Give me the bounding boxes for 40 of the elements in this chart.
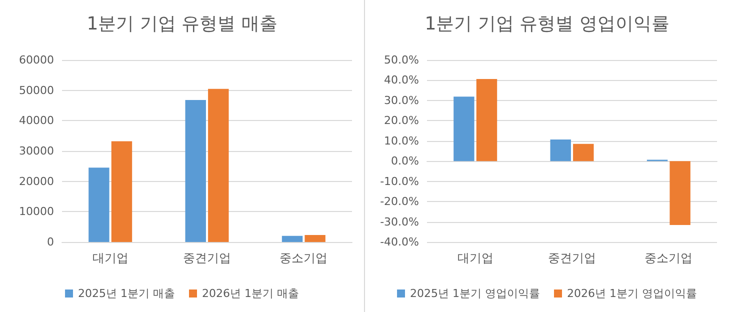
x-tick-label: 대기업 [457,251,494,265]
bar [282,236,303,242]
y-tick-label: 20000 [19,174,54,188]
chart-title: 1분기 기업 유형별 매출 [86,14,278,34]
y-tick-label: 40.0% [384,74,419,87]
bar [476,79,498,162]
bar [88,168,110,242]
bar [304,235,326,242]
bar [185,100,206,242]
x-tick-label: 중소기업 [280,251,328,265]
y-tick-label: 30000 [19,144,54,158]
y-tick-label: -10.0% [380,174,419,188]
bar [208,88,229,242]
y-tick-label: 50.0% [384,54,419,66]
y-tick-label: -20.0% [380,195,419,208]
y-tick-label: 30.0% [384,94,419,107]
x-tick-label: 중견기업 [183,251,231,265]
legend-label: 2025년 1분기 매출 [78,287,176,300]
y-tick-label: 10000 [19,205,54,218]
y-tick-label: 0.0% [391,154,419,168]
bar [670,161,690,226]
x-tick-label: 대기업 [92,251,128,265]
legend-label: 2025년 1분기 영업이익률 [410,287,540,300]
bar [550,139,571,162]
y-tick-label: 60000 [19,54,54,66]
x-tick-label: 중소기업 [644,251,693,265]
legend-label: 2026년 1분기 영업이익률 [567,287,697,300]
x-tick-label: 중견기업 [548,251,596,265]
bar [573,144,594,162]
y-tick-label: 20.0% [384,114,419,128]
y-tick-label: 0 [47,236,54,248]
bar [454,96,474,162]
legend-label: 2026년 1분기 매출 [202,287,299,300]
chart-title: 1분기 기업 유형별 영업이익률 [424,14,670,34]
y-tick-label: 10.0% [384,134,419,148]
y-tick-label: 40000 [19,114,54,128]
y-tick-label: 50000 [19,84,54,97]
bar [111,141,132,242]
y-tick-label: -40.0% [380,236,419,248]
y-tick-label: -30.0% [380,215,419,228]
